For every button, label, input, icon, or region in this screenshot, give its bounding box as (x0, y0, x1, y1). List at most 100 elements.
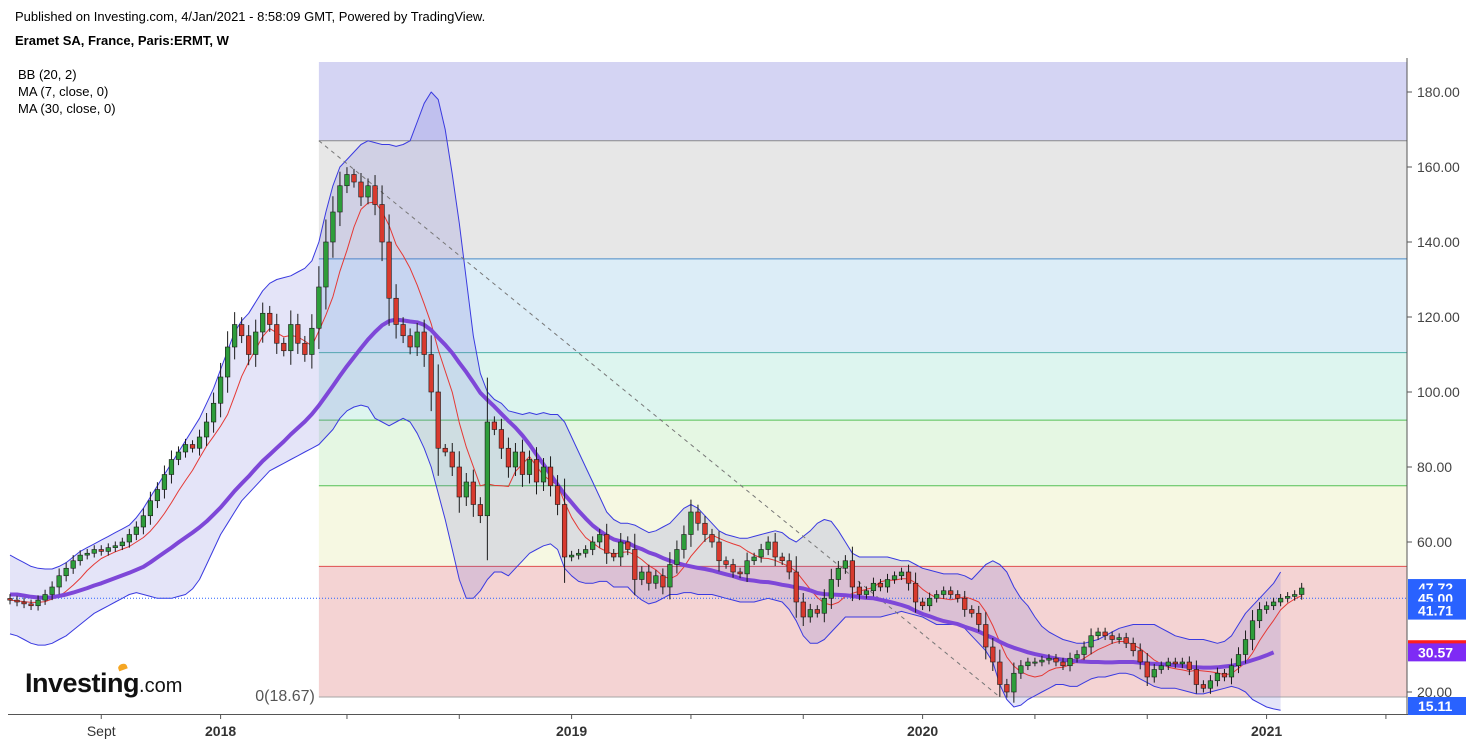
candle-body (63, 567, 69, 577)
candle-body (1116, 637, 1122, 640)
y-tick-label: 120.00 (1417, 309, 1460, 325)
candle-body (112, 545, 118, 548)
candle-body (379, 204, 385, 243)
candle-body (203, 421, 210, 438)
candle-body (547, 466, 554, 487)
legend-ma7[interactable]: MA (7, close, 0) (18, 84, 109, 99)
y-tick-label: 100.00 (1417, 384, 1460, 400)
candle-body (828, 579, 834, 599)
candle-body (1095, 631, 1101, 637)
y-tick-label: 180.00 (1417, 84, 1460, 100)
chart-axes: 20.00 60.00 80.00 100.00 120.00 140.00 160.00 1… (8, 58, 1465, 739)
legend-ma30[interactable]: MA (30, close, 0) (18, 101, 116, 116)
candle-body (400, 324, 406, 337)
bb-lower-line (9, 404, 1281, 711)
candle-body (597, 534, 603, 543)
candle-body (1285, 596, 1291, 599)
candle-body (709, 534, 715, 543)
candle-body (428, 354, 434, 393)
x-tick-label: 2019 (556, 723, 587, 739)
candle-body (253, 331, 259, 355)
candle-body (533, 459, 540, 483)
candle-body (1130, 642, 1136, 652)
candle-body (56, 575, 62, 588)
candle-body (484, 421, 490, 517)
candle-body (1158, 665, 1164, 670)
candle-body (604, 534, 610, 554)
legend-bb[interactable]: BB (20, 2) (18, 67, 77, 82)
candle-body (983, 624, 989, 648)
candle-body (470, 481, 476, 505)
candle-body (519, 451, 526, 475)
candle-body (1109, 635, 1115, 640)
candle-body (449, 451, 455, 468)
candle-body (653, 575, 659, 584)
candle-body (667, 564, 673, 588)
candle-body (1179, 661, 1185, 665)
candle-body (239, 324, 245, 337)
candle-body (1165, 661, 1171, 667)
y-tick-label: 160.00 (1417, 159, 1460, 175)
price-label-box (1408, 697, 1466, 715)
candle-body (309, 327, 315, 355)
candle-body (660, 575, 666, 588)
price-label-box (1408, 601, 1466, 620)
candle-body (288, 324, 294, 352)
y-tick-label: 60.00 (1417, 534, 1452, 550)
candle-body (1004, 684, 1010, 693)
candle-body (772, 541, 778, 558)
candle-body (1144, 661, 1150, 678)
fib-base-label: 0(18.67) (255, 688, 315, 705)
candle-body (1235, 654, 1242, 667)
candle-body (358, 181, 364, 198)
candle-body (611, 552, 617, 558)
fibonacci-retracement: 0(18.67) (255, 62, 1407, 705)
candle-body (365, 185, 371, 198)
candle-body (934, 594, 940, 599)
candle-body (281, 342, 287, 352)
candle-body (1228, 665, 1235, 678)
price-label-text: 30.57 (1418, 644, 1453, 660)
logo-suffix: .com (139, 675, 183, 697)
candle-body (786, 560, 792, 573)
candle-body (161, 474, 168, 490)
candle-body (990, 646, 996, 663)
investing-logo: Investing.com (25, 662, 183, 699)
candle-body (91, 549, 97, 554)
candle-body (955, 594, 961, 599)
candle-body (1025, 661, 1031, 667)
candle-body (330, 211, 336, 243)
candle-body (1046, 657, 1052, 661)
candle-body (702, 522, 708, 535)
fib-zone (318, 140, 1407, 259)
candle-body (386, 241, 392, 299)
logo-brand: Investing (25, 668, 140, 698)
candle-body (182, 444, 189, 453)
candle-body (800, 601, 806, 618)
candle-body (168, 459, 175, 475)
candle-body (498, 429, 505, 449)
candle-body (1299, 587, 1305, 595)
candle-body (435, 391, 441, 449)
fib-zone (318, 258, 1407, 353)
candle-body (1292, 594, 1298, 597)
candle-body (674, 549, 680, 565)
candle-body (232, 324, 238, 348)
candle-body (1137, 650, 1143, 663)
candle-body (14, 599, 20, 603)
candle-body (561, 504, 568, 558)
candle-body (688, 511, 694, 535)
candle-body (1123, 637, 1129, 644)
candle-body (997, 661, 1003, 685)
fib-trend-line (318, 140, 1001, 698)
candle-body (1256, 609, 1263, 622)
candle-body (147, 500, 154, 517)
candle-body (1060, 661, 1066, 667)
candle-body (730, 564, 736, 573)
candle-body (344, 174, 350, 187)
candle-body (105, 547, 111, 552)
candle-body (744, 560, 750, 575)
candle-body (1074, 654, 1080, 659)
candle-body (35, 599, 41, 607)
